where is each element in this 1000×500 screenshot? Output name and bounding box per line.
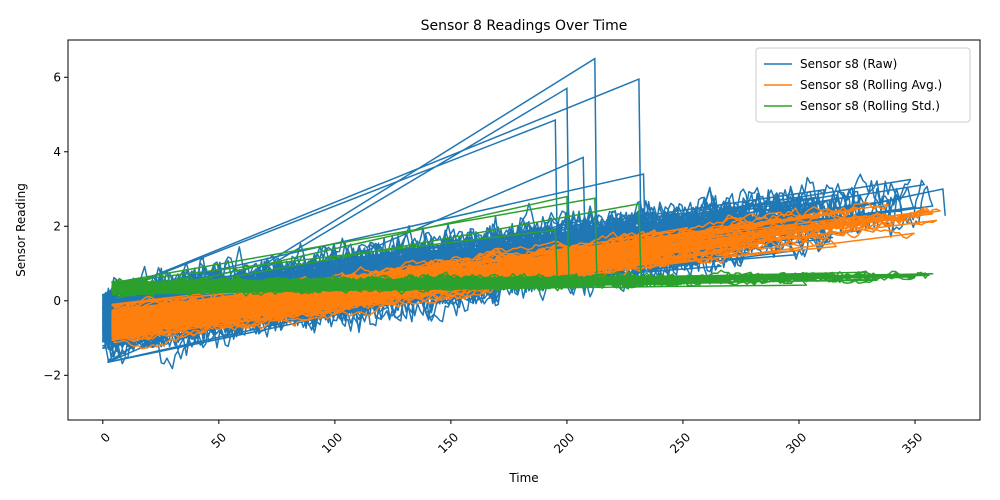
legend-entry: Sensor s8 (Rolling Std.) bbox=[800, 99, 940, 113]
series-spike bbox=[107, 77, 642, 296]
series-spike bbox=[116, 203, 642, 299]
series-3 bbox=[111, 195, 934, 299]
y-tick-label: 0 bbox=[53, 294, 61, 308]
series-spike bbox=[116, 229, 559, 287]
x-axis-label: Time bbox=[508, 471, 538, 485]
series-line bbox=[111, 269, 934, 298]
y-tick-label: 4 bbox=[53, 145, 61, 159]
y-tick-label: 2 bbox=[53, 219, 61, 233]
legend: Sensor s8 (Raw) Sensor s8 (Rolling Avg.) S… bbox=[755, 47, 971, 123]
legend-box bbox=[755, 47, 971, 123]
chart-title: Sensor 8 Readings Over Time bbox=[421, 18, 628, 34]
legend-entry: Sensor s8 (Rolling Avg.) bbox=[800, 78, 942, 92]
y-tick-label: −2 bbox=[43, 368, 61, 382]
series-spike bbox=[107, 119, 559, 296]
series-spike bbox=[107, 57, 598, 363]
series-spike bbox=[107, 87, 571, 363]
series-spike bbox=[116, 197, 598, 286]
y-tick-label: 6 bbox=[53, 70, 61, 84]
y-axis-label: Sensor Reading bbox=[14, 183, 28, 277]
plot-frame bbox=[67, 39, 981, 421]
legend-entry: Sensor s8 (Raw) bbox=[800, 57, 897, 71]
